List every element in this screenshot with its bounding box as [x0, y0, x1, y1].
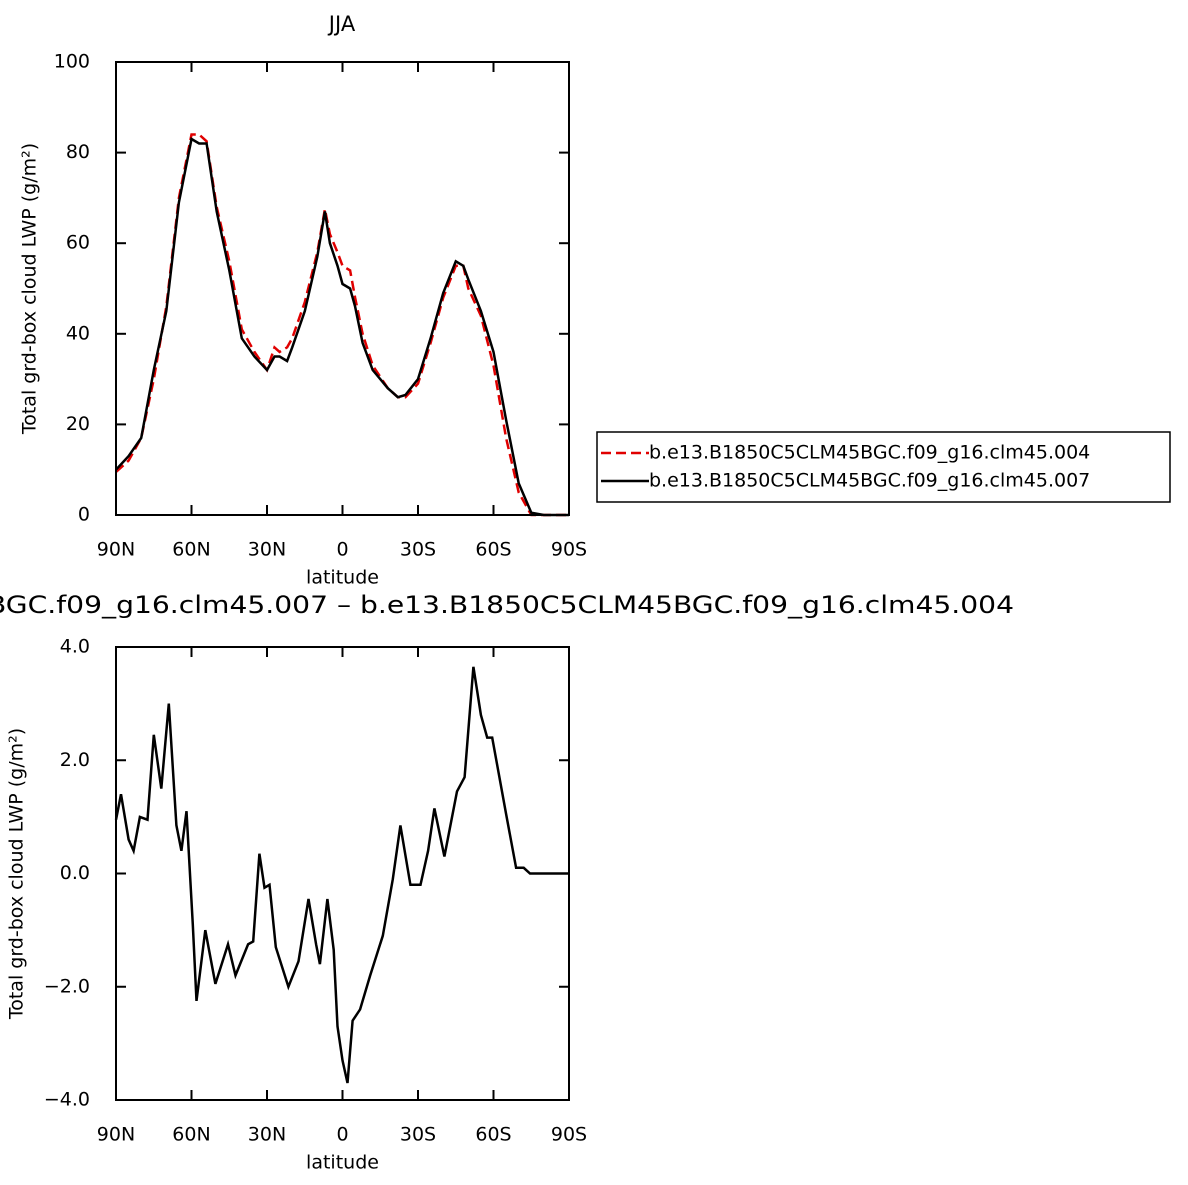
x-tick-label: 0: [336, 539, 348, 561]
y-tick-label: 2.0: [60, 749, 90, 771]
x-tick-label: 0: [336, 1124, 348, 1146]
x-tick-label: 90S: [551, 539, 587, 561]
y-tick-label: 0: [78, 504, 90, 526]
y-tick-label: 4.0: [60, 636, 90, 658]
x-tick-label: 60S: [475, 539, 511, 561]
y-tick-label: 100: [54, 51, 90, 73]
x-tick-label: 90N: [97, 539, 135, 561]
y-tick-label: 20: [66, 413, 90, 435]
data-line: [115, 133, 569, 517]
x-axis-label: latitude: [306, 567, 379, 589]
y-tick-label: −2.0: [44, 975, 90, 997]
x-tick-label: 60S: [475, 1124, 511, 1146]
legend-box: [596, 431, 1171, 503]
y-axis-label: Total grd-box cloud LWP (g/m²): [19, 143, 41, 435]
y-tick-label: 0.0: [60, 862, 90, 884]
legend-label: b.e13.B1850C5CLM45BGC.f09_g16.clm45.007: [649, 470, 1090, 492]
plot-frame: [115, 646, 570, 1101]
data-line: [115, 137, 569, 517]
x-tick-label: 30N: [248, 1124, 286, 1146]
x-tick-label: 60N: [172, 1124, 210, 1146]
plot-frame: [115, 61, 570, 516]
x-tick-label: 30S: [400, 1124, 436, 1146]
y-tick-label: 80: [66, 141, 90, 163]
x-axis-label: latitude: [306, 1152, 379, 1174]
y-tick-label: −4.0: [44, 1089, 90, 1111]
legend-label: b.e13.B1850C5CLM45BGC.f09_g16.clm45.004: [649, 442, 1090, 464]
y-tick-label: 40: [66, 322, 90, 344]
x-tick-label: 60N: [172, 539, 210, 561]
y-axis-label: Total grd-box cloud LWP (g/m²): [6, 728, 28, 1020]
y-tick-label: 60: [66, 232, 90, 254]
x-tick-label: 30S: [400, 539, 436, 561]
x-tick-label: 90S: [551, 1124, 587, 1146]
data-line: [114, 666, 569, 1084]
x-tick-label: 30N: [248, 539, 286, 561]
chart-title: JJA: [327, 12, 356, 36]
x-tick-label: 90N: [97, 1124, 135, 1146]
chart-title: b.e13.B1850C5CLM45BGC.f09_g16.clm45.007 …: [0, 591, 1014, 619]
